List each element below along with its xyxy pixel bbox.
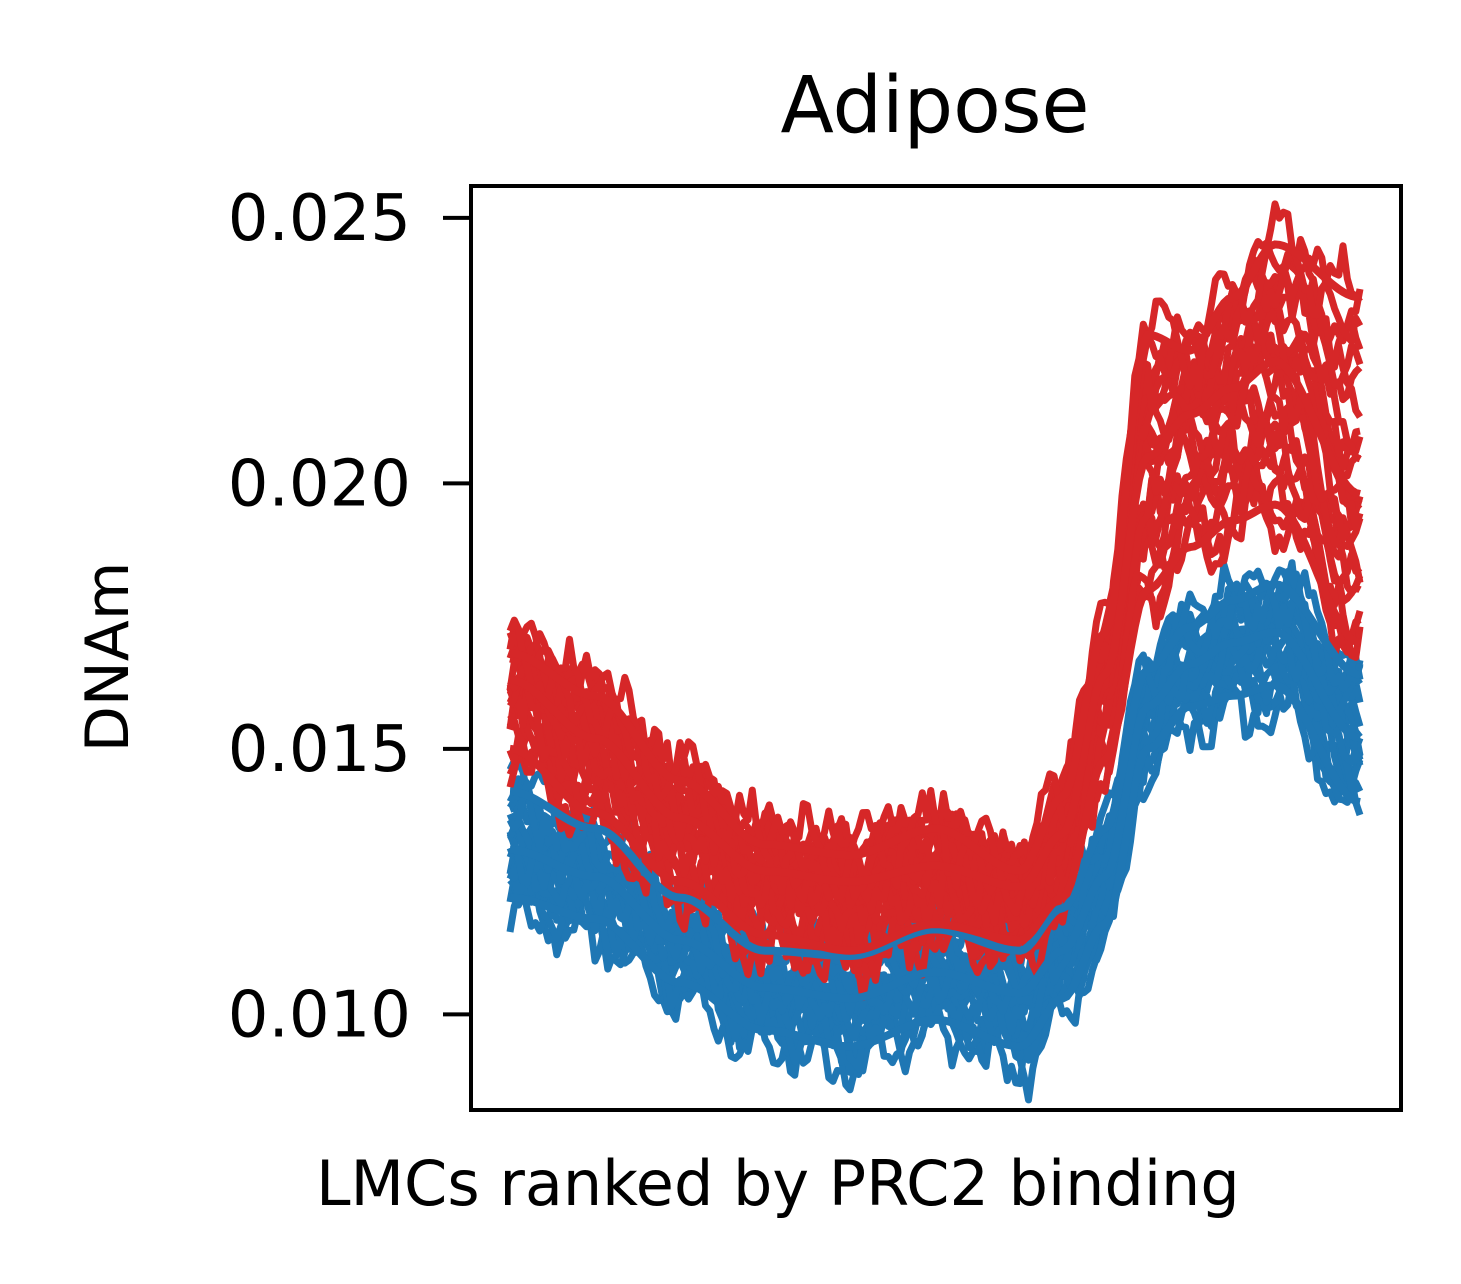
series-line (509, 357, 1361, 892)
series-line (509, 681, 1361, 1051)
x-axis-label: LMCs ranked by PRC2 binding (316, 1147, 1240, 1220)
series-line (509, 628, 1361, 1003)
chart-title: Adipose (780, 61, 1089, 151)
y-axis-label: DNAm (73, 562, 143, 753)
series-line (509, 580, 1361, 960)
series-line (509, 240, 1361, 876)
series-line (506, 200, 1363, 917)
y-tick-label: 0.020 (228, 447, 411, 521)
series-line (509, 500, 1361, 955)
y-tick-label: 0.010 (228, 978, 411, 1052)
y-tick-label: 0.025 (228, 182, 411, 256)
plot-frame (469, 184, 1403, 1112)
y-tick-label: 0.015 (228, 713, 411, 787)
plot-area (506, 200, 1364, 1104)
y-axis: 0.010 0.015 0.020 0.025 (228, 182, 471, 1052)
